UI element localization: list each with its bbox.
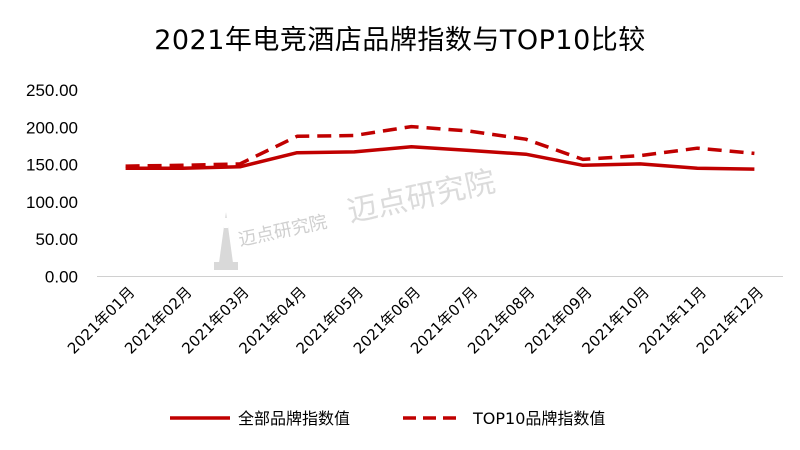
- y-tick-label: 0.00: [45, 268, 78, 287]
- legend-label-top10: TOP10品牌指数值: [472, 409, 605, 428]
- y-tick-label: 150.00: [26, 156, 78, 175]
- watermark-large-text: 迈点研究院: [344, 164, 498, 229]
- x-axis-ticks: 2021年01月2021年02月2021年03月2021年04月2021年05月…: [64, 283, 767, 357]
- legend-label-all-brands: 全部品牌指数值: [238, 409, 350, 428]
- chart-title: 2021年电竞酒店品牌指数与TOP10比较: [154, 25, 646, 56]
- y-tick-label: 250.00: [26, 81, 78, 100]
- watermark: 迈点研究院 迈点研究院: [214, 164, 498, 270]
- series-lines: [125, 124, 755, 171]
- series-line-all-brands: [125, 144, 755, 171]
- watermark-small-text: 迈点研究院: [237, 212, 329, 251]
- y-tick-label: 100.00: [26, 193, 78, 212]
- y-tick-label: 200.00: [26, 118, 78, 137]
- y-tick-label: 50.00: [35, 230, 78, 249]
- legend: 全部品牌指数值 TOP10品牌指数值: [170, 409, 605, 428]
- series-line-top10: [125, 124, 755, 168]
- watermark-logo-icon: [214, 212, 238, 270]
- y-axis-ticks: 0.00 50.00 100.00 150.00 200.00 250.00: [26, 81, 78, 287]
